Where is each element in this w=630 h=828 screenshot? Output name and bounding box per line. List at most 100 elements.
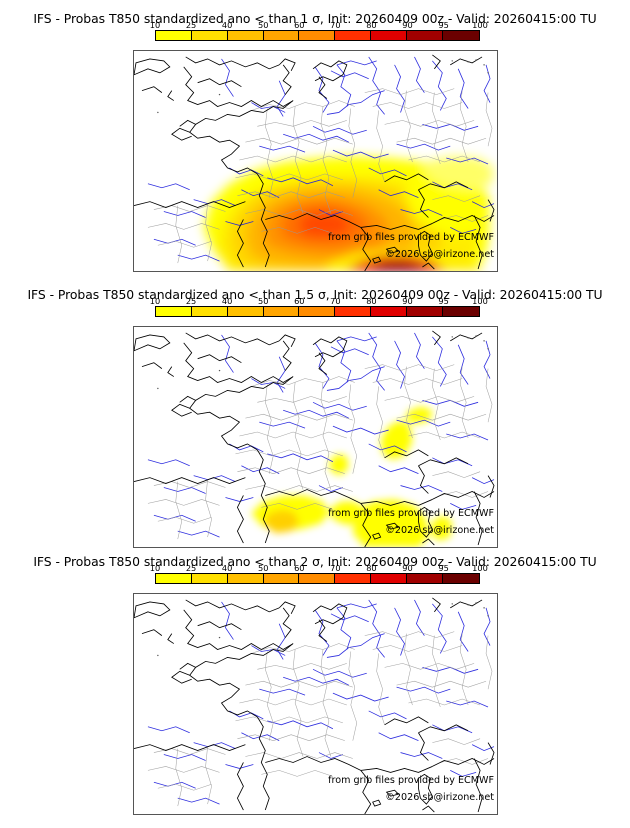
colorbar-tick: 90 xyxy=(402,20,413,30)
panel-title: IFS - Probas T850 standardized ano < tha… xyxy=(33,11,597,26)
colorbar-segment xyxy=(227,31,264,40)
colorbar-gradient xyxy=(155,30,480,41)
admin-boundaries-layer xyxy=(147,364,493,540)
colorbar-tick: 40 xyxy=(221,296,233,306)
colorbar-segment xyxy=(371,574,407,583)
colorbar-tick: 90 xyxy=(402,563,413,573)
map-frame: from grib files provided by ECMWF ©2026 … xyxy=(133,326,498,548)
colorbar-segment xyxy=(406,307,443,316)
colorbar-segment xyxy=(299,574,336,583)
prob-contour-rhone xyxy=(328,453,349,476)
panel-title: IFS - Probas T850 standardized ano < tha… xyxy=(27,287,603,302)
colorbar-tick: 100 xyxy=(472,20,488,30)
colorbar-segment xyxy=(299,307,336,316)
colorbar-segment xyxy=(406,31,443,40)
prob-contour-sard xyxy=(430,515,453,542)
colorbar-segment xyxy=(156,574,192,583)
rivers-layer xyxy=(147,56,495,262)
colorbar-ticks: 10 25 40 50 60 70 80 90 95 100 xyxy=(150,20,488,31)
colorbar-segment xyxy=(227,307,264,316)
colorbar-tick: 60 xyxy=(294,296,305,306)
colorbar-tick: 25 xyxy=(185,296,197,306)
coastline-layer xyxy=(134,597,495,814)
copyright-credit: ©2026 sb@irizone.net xyxy=(385,525,494,536)
colorbar-tick: 100 xyxy=(472,563,488,573)
colorbar-tick: 80 xyxy=(366,563,377,573)
colorbar-segment xyxy=(263,307,300,316)
rivers-layer xyxy=(147,332,495,538)
ecmwf-credit: from grib files provided by ECMWF xyxy=(328,232,494,243)
colorbar-segment xyxy=(406,574,443,583)
panel-title: IFS - Probas T850 standardized ano < tha… xyxy=(33,554,597,569)
prob-contour-80 xyxy=(299,211,351,238)
colorbar-segment xyxy=(335,574,372,583)
colorbar-tick: 95 xyxy=(438,563,449,573)
colorbar-segment xyxy=(227,574,264,583)
island-dots xyxy=(157,58,489,114)
colorbar: 10 25 40 50 60 70 80 90 95 100 xyxy=(150,21,488,41)
probability-field xyxy=(251,406,453,547)
colorbar: 10 25 40 50 60 70 80 90 95 100 xyxy=(150,564,488,584)
panel-1p5sigma: IFS - Probas T850 standardized ano < tha… xyxy=(0,276,630,552)
colorbar-tick: 60 xyxy=(294,563,305,573)
admin-boundaries-layer xyxy=(147,88,493,264)
admin-boundaries-layer xyxy=(147,631,493,807)
prob-contour-ne xyxy=(424,156,495,190)
colorbar-tick: 50 xyxy=(258,20,269,30)
ecmwf-credit: from grib files provided by ECMWF xyxy=(328,775,494,786)
colorbar-segment xyxy=(335,31,372,40)
colorbar-tick: 90 xyxy=(402,296,413,306)
panel-2sigma: IFS - Probas T850 standardized ano < tha… xyxy=(0,543,630,819)
colorbar: 10 25 40 50 60 70 80 90 95 100 xyxy=(150,297,488,317)
colorbar-gradient xyxy=(155,573,480,584)
prob-contour-alps2 xyxy=(388,428,405,450)
colorbar-segment xyxy=(442,307,479,316)
colorbar-ticks: 10 25 40 50 60 70 80 90 95 100 xyxy=(150,563,488,574)
copyright-credit: ©2026 sb@irizone.net xyxy=(385,792,494,803)
colorbar-tick: 25 xyxy=(185,20,197,30)
colorbar-segment xyxy=(442,574,479,583)
ecmwf-credit: from grib files provided by ECMWF xyxy=(328,508,494,519)
island-dots xyxy=(157,334,489,390)
prob-contour-100 xyxy=(368,261,429,271)
colorbar-tick: 95 xyxy=(438,20,449,30)
colorbar-segment xyxy=(191,307,228,316)
colorbar-tick: 50 xyxy=(258,296,269,306)
colorbar-tick: 80 xyxy=(366,296,377,306)
colorbar-segment xyxy=(442,31,479,40)
colorbar-segment xyxy=(191,31,228,40)
colorbar-tick: 50 xyxy=(258,563,269,573)
colorbar-tick: 40 xyxy=(221,20,233,30)
colorbar-tick: 40 xyxy=(221,563,233,573)
colorbar-tick: 60 xyxy=(294,20,305,30)
colorbar-segment xyxy=(263,574,300,583)
map-canvas xyxy=(134,597,495,814)
colorbar-tick: 95 xyxy=(438,296,449,306)
prob-contour-25 xyxy=(263,509,300,534)
colorbar-ticks: 10 25 40 50 60 70 80 90 95 100 xyxy=(150,296,488,307)
colorbar-tick: 80 xyxy=(366,20,377,30)
coastline-layer xyxy=(134,54,495,271)
colorbar-tick: 10 xyxy=(149,563,161,573)
map-canvas xyxy=(134,330,495,547)
copyright-credit: ©2026 sb@irizone.net xyxy=(385,249,494,260)
prob-contour-east xyxy=(402,173,491,238)
colorbar-gradient xyxy=(155,306,480,317)
colorbar-tick: 70 xyxy=(330,563,341,573)
colorbar-segment xyxy=(299,31,336,40)
colorbar-segment xyxy=(371,31,407,40)
colorbar-tick: 10 xyxy=(149,296,161,306)
colorbar-segment xyxy=(156,31,192,40)
prob-contour-med2 xyxy=(390,517,423,544)
panel-1sigma: IFS - Probas T850 standardized ano < tha… xyxy=(0,0,630,276)
coastline-layer xyxy=(134,330,495,547)
colorbar-tick: 10 xyxy=(149,20,161,30)
island-dots xyxy=(157,601,489,657)
colorbar-segment xyxy=(263,31,300,40)
colorbar-segment xyxy=(335,307,372,316)
prob-contour-ne xyxy=(406,406,433,425)
rivers-layer xyxy=(147,599,495,805)
colorbar-segment xyxy=(371,307,407,316)
colorbar-segment xyxy=(156,307,192,316)
